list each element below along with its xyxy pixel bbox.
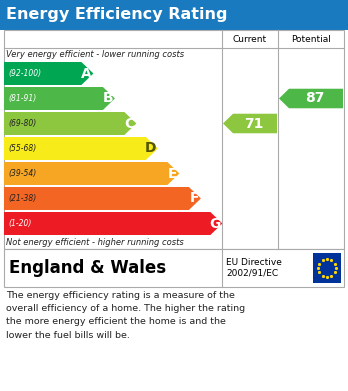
Text: (81-91): (81-91): [8, 94, 36, 103]
Text: E: E: [168, 167, 177, 181]
Polygon shape: [279, 89, 343, 108]
Text: (92-100): (92-100): [8, 69, 41, 78]
Text: Potential: Potential: [291, 34, 331, 43]
Bar: [4, 30, 344, 249]
Text: (55-68): (55-68): [8, 144, 36, 153]
Text: EU Directive
2002/91/EC: EU Directive 2002/91/EC: [226, 258, 282, 278]
Text: (69-80): (69-80): [8, 119, 36, 128]
Polygon shape: [4, 112, 136, 135]
Text: B: B: [102, 91, 113, 106]
Text: F: F: [189, 192, 199, 206]
Bar: [0, 0, 348, 30]
Text: C: C: [124, 117, 134, 131]
Text: A: A: [81, 66, 92, 81]
Text: 71: 71: [244, 117, 264, 131]
Text: Energy Efficiency Rating: Energy Efficiency Rating: [6, 7, 228, 23]
Text: (21-38): (21-38): [8, 194, 36, 203]
Text: Current: Current: [233, 34, 267, 43]
Text: England & Wales: England & Wales: [9, 259, 166, 277]
Polygon shape: [4, 162, 180, 185]
Text: G: G: [209, 217, 220, 231]
Polygon shape: [4, 137, 158, 160]
Polygon shape: [4, 87, 115, 110]
Text: Very energy efficient - lower running costs: Very energy efficient - lower running co…: [6, 50, 184, 59]
Polygon shape: [4, 187, 201, 210]
Text: The energy efficiency rating is a measure of the
overall efficiency of a home. T: The energy efficiency rating is a measur…: [6, 291, 245, 340]
Text: Not energy efficient - higher running costs: Not energy efficient - higher running co…: [6, 238, 184, 247]
Polygon shape: [4, 62, 93, 85]
Polygon shape: [4, 212, 222, 235]
Text: (39-54): (39-54): [8, 169, 36, 178]
Polygon shape: [223, 114, 277, 133]
Bar: [4, 249, 344, 287]
Text: D: D: [144, 142, 156, 156]
Text: 87: 87: [305, 91, 325, 106]
Text: (1-20): (1-20): [8, 219, 31, 228]
Bar: [313, 253, 341, 283]
